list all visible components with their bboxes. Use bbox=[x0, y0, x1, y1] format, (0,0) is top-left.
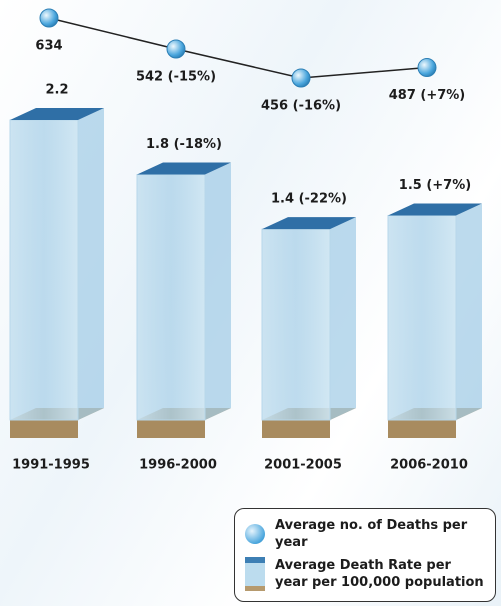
bar-floor-front bbox=[388, 420, 456, 438]
bar-value-label: 1.8 (-18%) bbox=[146, 137, 222, 152]
legend-icon bbox=[245, 557, 265, 591]
line bbox=[48, 17, 428, 79]
line-point bbox=[166, 39, 186, 59]
bar bbox=[261, 228, 331, 421]
bar-top bbox=[137, 162, 231, 175]
line-value-label: 456 (-16%) bbox=[261, 99, 341, 114]
line-point bbox=[39, 8, 59, 28]
line-value-label: 542 (-15%) bbox=[136, 70, 216, 85]
line-value-label: 487 (+7%) bbox=[389, 88, 466, 103]
bar-value-label: 1.4 (-22%) bbox=[271, 192, 347, 207]
bar-side bbox=[78, 108, 104, 420]
bar-top bbox=[262, 217, 356, 230]
line-point bbox=[417, 58, 437, 78]
legend-label: Average Death Rate per year per 100,000 … bbox=[275, 558, 484, 590]
chart: 2.2 1.8 (-18%) 1.4 (-22%) 1.5 (+7%) 634 542 (… bbox=[9, 8, 482, 473]
bar bbox=[387, 214, 457, 421]
x-tick-label: 1991-1995 bbox=[12, 458, 90, 473]
x-tick-label: 2001-2005 bbox=[264, 458, 342, 473]
line-value-label: 634 bbox=[35, 39, 62, 54]
legend-icon bbox=[245, 524, 265, 544]
legend-item: Average no. of Deaths per year bbox=[245, 517, 485, 551]
bar-side bbox=[330, 217, 356, 420]
x-tick-label: 2006-2010 bbox=[390, 458, 468, 473]
bar-value-label: 1.5 (+7%) bbox=[399, 178, 471, 193]
bar-floor-front bbox=[262, 420, 330, 438]
bar-floor-front bbox=[137, 420, 205, 438]
bar-side bbox=[205, 162, 231, 420]
bar-side bbox=[456, 203, 482, 420]
bar-value-label: 2.2 bbox=[45, 83, 68, 98]
line-point bbox=[291, 68, 311, 88]
bar bbox=[136, 174, 206, 421]
legend-label: Average no. of Deaths per year bbox=[275, 518, 468, 550]
bar-top bbox=[388, 203, 482, 216]
legend-item: Average Death Rate per year per 100,000 … bbox=[245, 557, 485, 591]
bar bbox=[9, 119, 79, 421]
bar-floor-front bbox=[10, 420, 78, 438]
x-tick-label: 1996-2000 bbox=[139, 458, 217, 473]
bar-top bbox=[10, 108, 104, 120]
legend: Average no. of Deaths per year Average De… bbox=[234, 508, 496, 602]
